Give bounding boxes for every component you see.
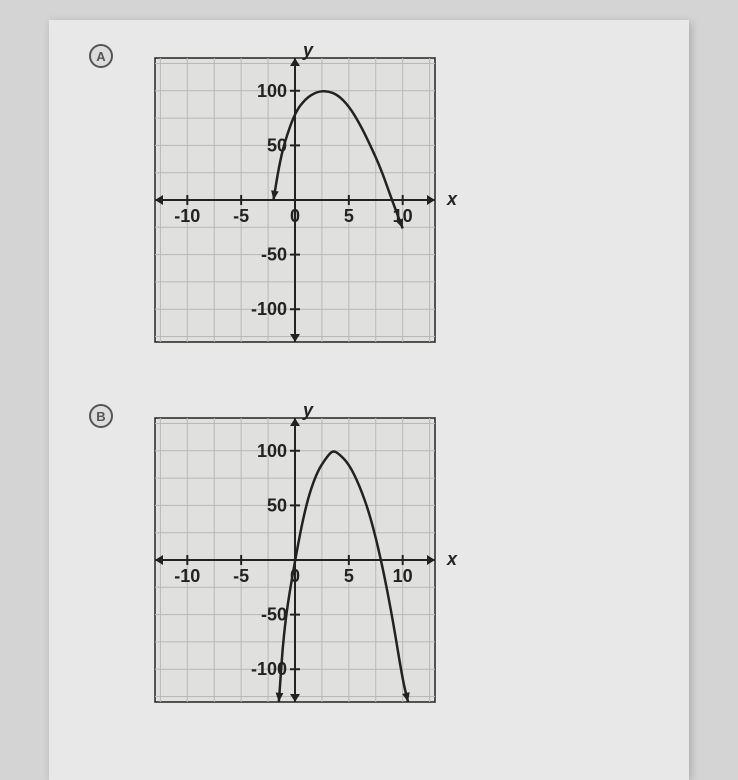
option-a[interactable]: A -10-50510-100-5050100xy [89, 40, 649, 360]
chart-a: -10-50510-100-5050100xy [125, 40, 649, 360]
svg-text:-10: -10 [174, 206, 200, 226]
svg-text:0: 0 [290, 206, 300, 226]
svg-text:y: y [302, 40, 314, 60]
svg-text:-50: -50 [261, 605, 287, 625]
svg-text:-100: -100 [251, 299, 287, 319]
option-badge-a: A [89, 44, 113, 68]
svg-text:-10: -10 [174, 566, 200, 586]
svg-text:5: 5 [344, 206, 354, 226]
svg-text:100: 100 [257, 441, 287, 461]
svg-text:50: 50 [267, 495, 287, 515]
svg-text:-5: -5 [233, 206, 249, 226]
svg-text:x: x [446, 189, 458, 209]
svg-text:-50: -50 [261, 245, 287, 265]
svg-text:5: 5 [344, 566, 354, 586]
svg-text:x: x [446, 549, 458, 569]
option-b[interactable]: B -10-50510-100-5050100xy [89, 400, 649, 720]
option-badge-b: B [89, 404, 113, 428]
svg-text:100: 100 [257, 81, 287, 101]
chart-b: -10-50510-100-5050100xy [125, 400, 649, 720]
svg-text:10: 10 [393, 566, 413, 586]
svg-text:y: y [302, 400, 314, 420]
svg-text:-5: -5 [233, 566, 249, 586]
